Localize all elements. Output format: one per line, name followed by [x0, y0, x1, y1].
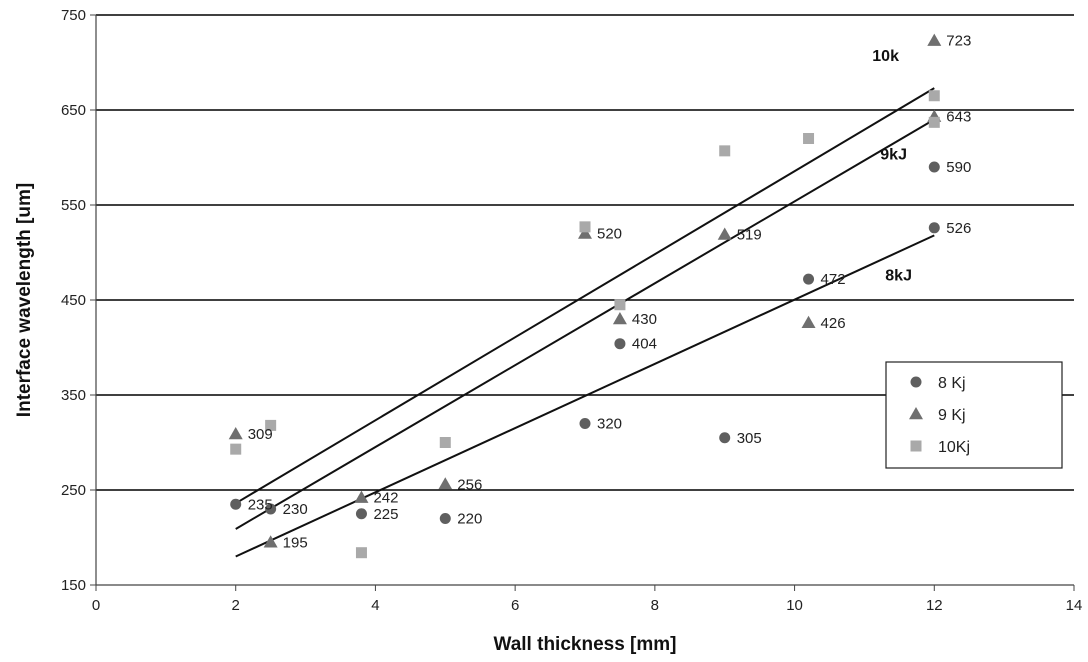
point-triangle-1: [263, 535, 278, 548]
point-label-256: 256: [457, 476, 482, 493]
point-square-6: [719, 145, 731, 157]
point-triangle-5: [612, 312, 627, 325]
point-square-5: [614, 299, 626, 311]
trendline-label-9kJ: 9kJ: [880, 147, 907, 164]
point-circle-3: [439, 513, 451, 524]
y-tick-label-2: 350: [61, 387, 86, 404]
point-square-4: [579, 221, 591, 233]
x-tick-label-3: 6: [511, 597, 519, 614]
x-tick-label-4: 8: [651, 597, 659, 614]
point-square-0: [230, 443, 242, 455]
point-square-9: [928, 116, 940, 128]
trendlines: [235, 87, 935, 558]
point-circle-0: [230, 498, 242, 510]
x-tick-label-7: 14: [1066, 597, 1083, 614]
point-circle-5: [614, 338, 626, 350]
point-label-309: 309: [248, 426, 273, 443]
point-label-230: 230: [283, 501, 308, 518]
point-square-2: [355, 547, 367, 559]
point-triangle-3: [438, 477, 453, 490]
point-circle-7: [803, 273, 815, 285]
point-triangle-2: [354, 490, 369, 503]
point-label-430: 430: [632, 311, 657, 328]
trendline-10k: [235, 87, 935, 505]
point-label-404: 404: [632, 336, 657, 353]
trendline-9kJ: [235, 118, 935, 530]
y-tick-label-3: 450: [61, 292, 86, 309]
point-label-242: 242: [373, 490, 398, 507]
legend-marker-triangle: [909, 407, 923, 420]
x-tick-label-2: 4: [371, 597, 379, 614]
point-label-520: 520: [597, 226, 622, 243]
trendline-label-8kJ: 8kJ: [885, 267, 912, 284]
point-label-225: 225: [373, 506, 398, 523]
point-label-305: 305: [737, 430, 762, 447]
y-tick-label-4: 550: [61, 197, 86, 214]
legend-entry-2: 10Kj: [938, 439, 970, 456]
data-points: [228, 33, 942, 559]
point-triangle-7: [801, 315, 816, 329]
point-label-235: 235: [248, 496, 273, 513]
point-label-643: 643: [946, 109, 971, 126]
x-tick-label-1: 2: [232, 597, 240, 614]
x-tick-label-5: 10: [786, 597, 803, 614]
y-tick-label-6: 750: [61, 7, 86, 24]
legend: 8 Kj 9 Kj 10Kj: [885, 361, 1063, 469]
x-tick-label-0: 0: [92, 597, 100, 614]
point-square-3: [439, 437, 451, 448]
trendline-labels: 10k 9kJ 8kJ: [872, 48, 912, 284]
point-circle-2: [355, 508, 367, 520]
point-square-7: [803, 133, 815, 144]
point-label-426: 426: [821, 315, 846, 332]
point-label-519: 519: [737, 226, 762, 243]
x-tick-label-6: 12: [926, 597, 943, 614]
point-label-526: 526: [946, 220, 971, 237]
trendline-label-10k: 10k: [872, 48, 899, 65]
point-circle-9: [928, 161, 940, 173]
point-label-220: 220: [457, 511, 482, 528]
y-axis-title: Interface wavelength [um]: [14, 183, 35, 417]
y-tick-label-5: 650: [61, 102, 86, 119]
point-circle-1: [265, 503, 277, 515]
legend-entry-0: 8 Kj: [938, 375, 966, 392]
legend-marker-circle: [910, 376, 922, 388]
y-tick-label-0: 150: [61, 577, 86, 594]
trendline-8kJ: [235, 234, 935, 558]
gridlines: [96, 14, 1074, 491]
point-labels: 235 230 225 220 320 404 305 472 526 590 309 195 242 2…: [248, 33, 972, 552]
x-axis-title: Wall thickness [mm]: [493, 634, 676, 655]
point-label-195: 195: [283, 534, 308, 551]
point-triangle-0: [228, 426, 243, 440]
point-circle-8: [928, 222, 940, 234]
point-triangle-6: [717, 227, 732, 240]
legend-entry-1: 9 Kj: [938, 407, 966, 424]
point-label-590: 590: [946, 159, 971, 176]
axes: [90, 14, 1075, 591]
point-label-472: 472: [821, 271, 846, 288]
legend-marker-square: [910, 440, 922, 452]
point-square-1: [265, 419, 277, 431]
x-tick-labels: 0 2 4 6 8 10 12 14: [92, 597, 1083, 614]
point-triangle-4: [578, 226, 592, 239]
point-square-8: [928, 90, 940, 102]
point-circle-4: [579, 418, 591, 429]
y-tick-labels: 150 250 350 450 550 650 750: [61, 7, 86, 594]
point-label-723: 723: [946, 33, 971, 50]
point-label-320: 320: [597, 416, 622, 433]
y-tick-label-1: 250: [61, 482, 86, 499]
point-triangle-9: [927, 33, 942, 46]
point-circle-6: [719, 432, 731, 444]
